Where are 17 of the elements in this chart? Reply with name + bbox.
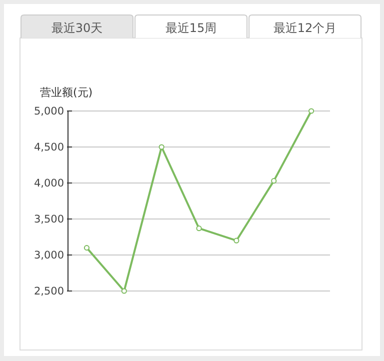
tab: 最近15周	[134, 14, 248, 38]
point	[196, 226, 202, 232]
tab: 最近30天	[20, 14, 134, 38]
y-axis-title: 营业额(元)	[40, 86, 93, 99]
point	[234, 238, 240, 244]
y-tick-label: 5,000	[34, 106, 64, 118]
y-tick-label: 3,500	[34, 214, 64, 226]
point	[158, 144, 164, 150]
tab: 最近12个月	[248, 14, 362, 38]
point	[121, 288, 127, 294]
y-tick-label: 3,000	[34, 250, 64, 262]
y-tick-label: 4,500	[34, 142, 64, 154]
point	[308, 108, 314, 114]
y-tick-label: 2,500	[34, 286, 64, 298]
point	[271, 178, 277, 184]
y-tick-label: 4,000	[34, 178, 64, 190]
point	[84, 245, 90, 251]
